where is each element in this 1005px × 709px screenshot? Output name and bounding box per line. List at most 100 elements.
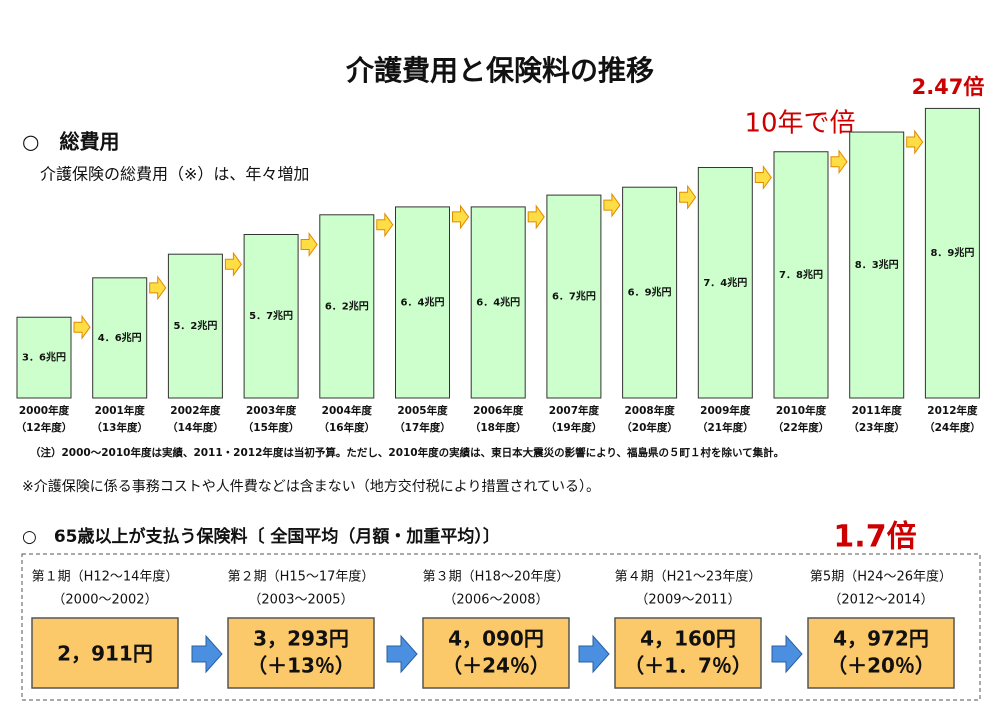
x-tick-sublabel: （22年度） bbox=[773, 421, 830, 434]
x-tick-sublabel: （16年度） bbox=[318, 421, 375, 434]
premium-amount: 3，293円 bbox=[253, 627, 349, 651]
premium-box bbox=[614, 617, 762, 689]
bar bbox=[849, 131, 905, 399]
value-label: 7．8兆円 bbox=[779, 268, 823, 281]
period-years: （2012～2014） bbox=[828, 593, 933, 608]
x-tick-sublabel: （19年度） bbox=[546, 421, 603, 434]
bar bbox=[546, 194, 602, 399]
value-label: 6．4兆円 bbox=[401, 295, 445, 308]
period-years: （2003～2005） bbox=[248, 593, 353, 608]
arrow bbox=[376, 212, 394, 238]
bar bbox=[319, 214, 375, 399]
bar bbox=[924, 107, 980, 399]
arrow bbox=[191, 634, 223, 674]
arrow bbox=[386, 634, 418, 674]
period-label: 第４期（H21～23年度） bbox=[615, 569, 762, 585]
x-tick-label: 2004年度 bbox=[322, 404, 373, 417]
x-tick-label: 2000年度 bbox=[19, 404, 70, 417]
note: ※介護保険に係る事務コストや人件費などは含まない（地方交付税により措置されている… bbox=[22, 478, 600, 495]
arrow bbox=[679, 184, 697, 210]
value-label: 4．6兆円 bbox=[98, 331, 142, 344]
value-label: 7．4兆円 bbox=[703, 276, 747, 289]
bar bbox=[167, 253, 223, 399]
section-heading: ○ 65歳以上が支払う保険料〔 全国平均（月額・加重平均）〕 bbox=[22, 526, 500, 547]
x-tick-sublabel: （15年度） bbox=[243, 421, 300, 434]
premium-amount: 4，972円 bbox=[833, 627, 929, 651]
premium-amount: 4，160円 bbox=[640, 627, 736, 651]
period-label: 第5期（H24～26年度） bbox=[810, 569, 952, 585]
x-tick-sublabel: （24年度） bbox=[924, 421, 981, 434]
arrow bbox=[578, 634, 610, 674]
value-label: 6．9兆円 bbox=[628, 286, 672, 299]
premium-change: （＋1．7％） bbox=[624, 654, 752, 678]
arrow bbox=[224, 251, 243, 277]
x-tick-label: 2011年度 bbox=[852, 404, 903, 417]
period-label: 第２期（H15～17年度） bbox=[228, 569, 375, 585]
annotation: 10年で倍 bbox=[744, 109, 855, 139]
premium-amount: 4，090円 bbox=[448, 627, 544, 651]
x-tick-label: 2002年度 bbox=[170, 404, 221, 417]
x-tick-sublabel: （21年度） bbox=[697, 421, 754, 434]
x-tick-sublabel: （20年度） bbox=[621, 421, 678, 434]
annotation: 2.47倍 bbox=[912, 75, 985, 99]
period-label: 第１期（H12～14年度） bbox=[32, 569, 179, 585]
arrow bbox=[300, 231, 318, 258]
period-years: （2009～2011） bbox=[635, 593, 740, 608]
x-tick-label: 2010年度 bbox=[776, 404, 827, 417]
period-years: （2000～2002） bbox=[52, 593, 157, 608]
premium-box bbox=[227, 617, 375, 689]
premium-amount: 2，911円 bbox=[57, 642, 153, 666]
premium-box bbox=[807, 617, 955, 689]
premium-box bbox=[21, 553, 981, 701]
bar bbox=[773, 151, 829, 399]
x-tick-sublabel: （13年度） bbox=[91, 421, 148, 434]
period-label: 第３期（H18～20年度） bbox=[423, 569, 570, 585]
arrow bbox=[906, 129, 924, 155]
x-tick-sublabel: （12年度） bbox=[16, 421, 73, 434]
value-label: 5．7兆円 bbox=[249, 309, 293, 322]
premium-box bbox=[422, 617, 570, 689]
bar bbox=[697, 167, 753, 399]
bar bbox=[622, 186, 678, 399]
value-label: 5．2兆円 bbox=[173, 319, 217, 332]
value-label: 8．3兆円 bbox=[855, 258, 899, 271]
bar bbox=[470, 206, 526, 399]
bar bbox=[395, 206, 450, 399]
x-tick-sublabel: （23年度） bbox=[848, 421, 905, 434]
bar bbox=[16, 316, 72, 399]
period-years: （2006～2008） bbox=[443, 593, 548, 608]
x-tick-label: 2012年度 bbox=[927, 404, 978, 417]
x-tick-label: 2007年度 bbox=[549, 404, 600, 417]
title: 介護費用と保険料の推移 bbox=[345, 54, 654, 87]
x-tick-label: 2005年度 bbox=[397, 404, 448, 417]
x-tick-sublabel: （17年度） bbox=[394, 421, 451, 434]
subtitle: 介護保険の総費用（※）は、年々増加 bbox=[40, 165, 309, 184]
arrow bbox=[452, 204, 470, 230]
premium-change: （＋13％） bbox=[247, 654, 355, 678]
section-heading: ○ 総費用 bbox=[22, 130, 119, 154]
x-tick-label: 2003年度 bbox=[246, 404, 297, 417]
x-tick-label: 2006年度 bbox=[473, 404, 524, 417]
arrow bbox=[830, 149, 848, 175]
x-tick-label: 2009年度 bbox=[700, 404, 751, 417]
x-tick-label: 2001年度 bbox=[95, 404, 146, 417]
value-label: 6．4兆円 bbox=[476, 295, 520, 308]
note: （注）2000～2010年度は実績、2011・2012年度は当初予算。ただし、2… bbox=[30, 446, 784, 459]
value-label: 8．9兆円 bbox=[930, 246, 974, 259]
annotation: 1.7倍 bbox=[833, 520, 916, 555]
arrow bbox=[527, 204, 545, 230]
premium-box bbox=[31, 617, 179, 689]
value-label: 6．2兆円 bbox=[325, 299, 369, 312]
arrow bbox=[771, 634, 803, 674]
bar bbox=[243, 233, 299, 399]
x-tick-sublabel: （14年度） bbox=[167, 421, 224, 434]
value-label: 3．6兆円 bbox=[22, 351, 66, 364]
premium-change: （＋24％） bbox=[442, 654, 550, 678]
arrow bbox=[603, 192, 621, 218]
arrow bbox=[149, 275, 167, 301]
x-tick-sublabel: （18年度） bbox=[470, 421, 527, 434]
arrow bbox=[754, 164, 772, 191]
value-label: 6．7兆円 bbox=[552, 290, 596, 303]
arrow bbox=[73, 314, 91, 340]
